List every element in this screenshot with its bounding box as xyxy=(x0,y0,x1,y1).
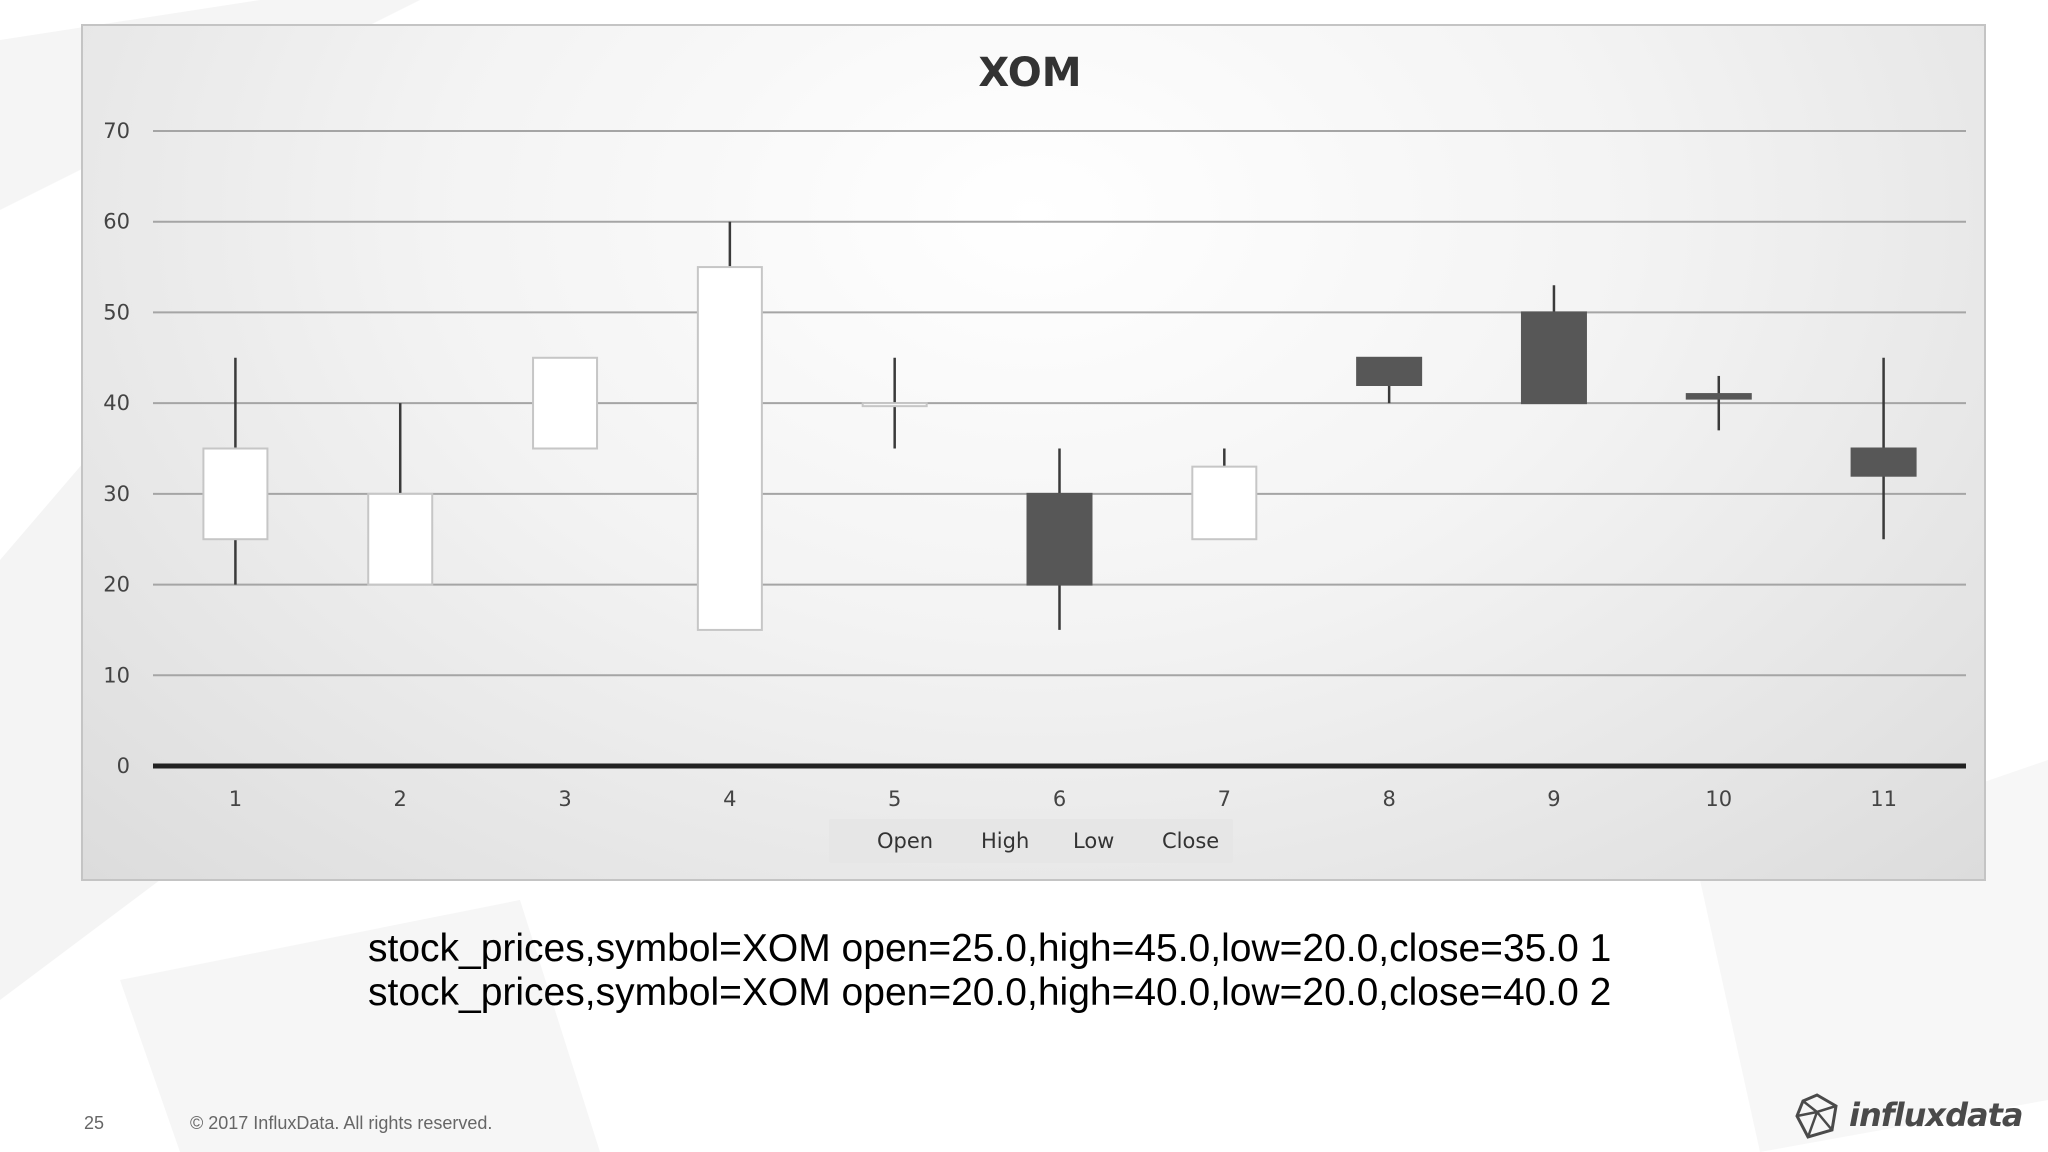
candles xyxy=(202,221,1917,631)
x-tick-label: 9 xyxy=(1547,787,1560,811)
y-tick-label: 70 xyxy=(103,119,130,143)
x-tick-label: 2 xyxy=(394,787,407,811)
candle-body xyxy=(1026,492,1093,586)
chart-panel xyxy=(81,24,1986,881)
chart-title: XOM xyxy=(978,50,1081,96)
candle-body xyxy=(202,447,269,541)
candle-body xyxy=(1685,393,1752,400)
candle xyxy=(1685,375,1752,431)
legend-item-low: Low xyxy=(1073,829,1115,853)
x-tick-label: 3 xyxy=(558,787,571,811)
candle xyxy=(367,403,434,586)
candle-body xyxy=(1850,447,1917,477)
brand-wordmark: influxdata xyxy=(1849,1096,2023,1134)
candle xyxy=(1520,285,1587,405)
candle-body xyxy=(861,402,928,408)
gridlines xyxy=(153,130,1966,769)
x-tick-label: 5 xyxy=(888,787,901,811)
influxdata-cube-logo-icon xyxy=(1795,1093,1838,1139)
candle xyxy=(861,357,928,449)
y-tick-label: 40 xyxy=(103,391,130,415)
legend-item-close: Close xyxy=(1162,829,1220,853)
legend xyxy=(829,819,1233,863)
candle xyxy=(1356,356,1423,404)
y-tick-label: 20 xyxy=(103,573,130,597)
legend-item-open: Open xyxy=(877,829,934,853)
y-tick-label: 0 xyxy=(117,754,130,778)
candle-body xyxy=(532,356,599,450)
y-tick-label: 50 xyxy=(103,300,130,324)
code-line-1: stock_prices,symbol=XOM open=25.0,high=4… xyxy=(368,927,1612,970)
code-line-2: stock_prices,symbol=XOM open=20.0,high=4… xyxy=(368,971,1612,1014)
candle xyxy=(1850,357,1917,540)
candle xyxy=(202,357,269,585)
y-tick-label: 10 xyxy=(103,663,130,687)
x-axis-ticks: 1 2 3 4 5 6 7 8 9 10 11 xyxy=(229,787,1897,811)
candle-body xyxy=(1191,465,1258,541)
candle xyxy=(1026,448,1093,630)
x-tick-label: 4 xyxy=(723,787,736,811)
copyright-notice: © 2017 InfluxData. All rights reserved. xyxy=(190,1113,493,1133)
y-axis-ticks: 0 10 20 30 40 50 60 70 xyxy=(103,119,130,778)
x-tick-label: 8 xyxy=(1382,787,1395,811)
candle xyxy=(1191,448,1258,541)
x-tick-label: 11 xyxy=(1870,787,1897,811)
x-tick-label: 6 xyxy=(1053,787,1066,811)
candle xyxy=(696,221,763,631)
slide-number: 25 xyxy=(84,1113,105,1133)
x-tick-label: 10 xyxy=(1705,787,1732,811)
candle-body xyxy=(1520,311,1587,405)
y-tick-label: 30 xyxy=(103,482,130,506)
x-tick-label: 1 xyxy=(229,787,242,811)
candle-body xyxy=(696,266,763,631)
x-tick-label: 7 xyxy=(1218,787,1231,811)
candle-body xyxy=(1356,356,1423,386)
brand-logo: influxdata xyxy=(1793,1092,2023,1140)
legend-item-high: High xyxy=(981,829,1030,853)
candle-body xyxy=(367,492,434,586)
y-tick-label: 60 xyxy=(103,210,130,234)
candle xyxy=(532,356,599,450)
